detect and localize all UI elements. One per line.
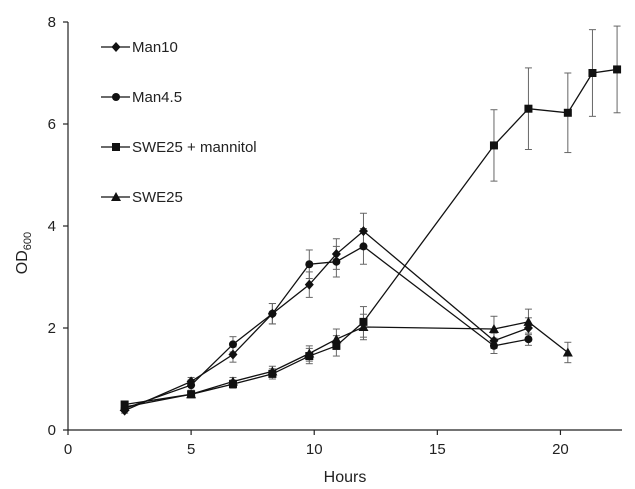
data-point [331,334,342,344]
axes [67,22,622,431]
data-point [119,402,130,412]
data-point [268,309,277,318]
data-point [524,335,533,344]
data-point [186,389,197,399]
data-point [304,279,314,290]
y-tick-label: 6 [48,116,56,133]
legend-swatch-marker [112,143,120,151]
data-point [305,260,314,269]
x-axis-title: Hours [324,469,367,486]
data-point [187,381,196,390]
data-point [524,104,533,113]
legend-swatch-marker [111,42,121,52]
data-point [228,340,237,349]
series-markers [119,65,622,416]
data-point [563,108,572,117]
data-point [358,321,369,331]
ticks: 0 2 4 6 8 0 5 10 15 20 [48,14,569,458]
error-bars [121,25,621,414]
legend-swatch-marker [111,192,121,201]
y-axis-title-main: OD [14,250,31,274]
y-tick-label: 0 [48,422,56,439]
series-line-4 [124,321,569,408]
y-tick-label: 2 [48,320,56,337]
y-tick-label: 4 [48,218,56,235]
series-line-1 [124,230,529,412]
legend-swatch-marker [112,93,120,101]
data-point [359,317,368,326]
x-tick-label: 15 [429,441,446,458]
data-point [304,348,315,358]
y-axis-title: OD600 [14,232,34,274]
data-point [332,341,341,350]
data-point [588,69,597,77]
data-point [359,242,368,251]
legend: Man10 Man4.5 SWE25 + mannitol SWE25 [101,39,257,206]
data-point [332,257,341,266]
series-lines [124,68,618,412]
data-point [489,141,498,150]
y-axis-title-subscript: 600 [22,232,34,250]
data-point [489,341,498,350]
data-point [562,347,573,357]
x-tick-label: 5 [187,441,195,458]
legend-label: SWE25 [132,189,183,206]
data-point [331,249,341,260]
data-point [488,324,499,334]
data-point [228,349,238,360]
series-line-3 [124,68,618,406]
y-tick-label: 8 [48,14,56,31]
x-tick-label: 10 [306,441,323,458]
data-point [523,316,534,326]
x-tick-label: 0 [64,441,72,458]
data-point [227,376,238,386]
legend-label: SWE25 + mannitol [132,139,257,156]
data-point [358,226,368,237]
data-point [613,65,622,74]
x-tick-label: 20 [552,441,569,458]
legend-label: Man10 [132,39,178,56]
legend-label: Man4.5 [132,89,182,106]
data-point [267,366,278,376]
